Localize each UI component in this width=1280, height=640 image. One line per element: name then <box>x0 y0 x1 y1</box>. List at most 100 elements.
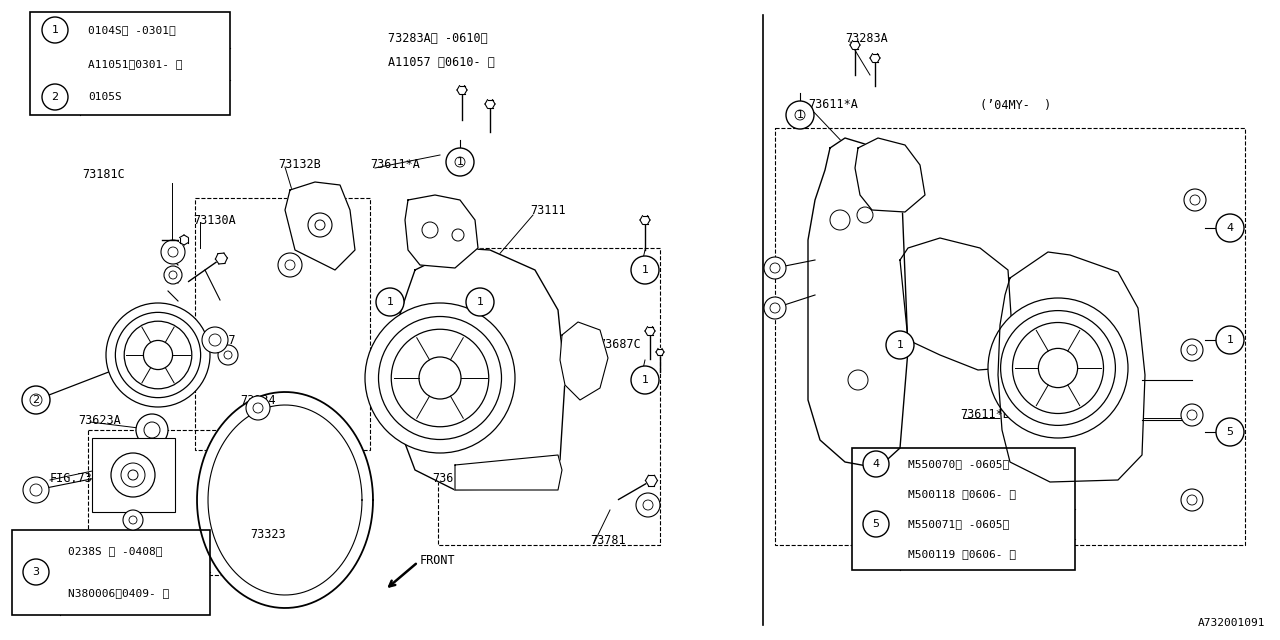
Text: 73781: 73781 <box>590 534 626 547</box>
Circle shape <box>419 357 461 399</box>
Text: 73611*B: 73611*B <box>433 472 481 484</box>
Bar <box>438 248 660 545</box>
Circle shape <box>636 493 660 517</box>
Circle shape <box>466 288 494 316</box>
Polygon shape <box>285 182 355 270</box>
Circle shape <box>1181 489 1203 511</box>
Polygon shape <box>396 248 564 490</box>
Text: 3: 3 <box>32 567 40 577</box>
Polygon shape <box>454 455 562 490</box>
Text: 73323: 73323 <box>250 529 285 541</box>
Text: 73611*A: 73611*A <box>808 99 858 111</box>
Text: 1: 1 <box>387 297 393 307</box>
Circle shape <box>42 84 68 110</box>
Text: 1: 1 <box>896 340 904 350</box>
Circle shape <box>764 297 786 319</box>
Circle shape <box>128 470 138 480</box>
Text: (’04MY-  ): (’04MY- ) <box>980 99 1051 111</box>
Circle shape <box>1181 404 1203 426</box>
Text: 73687C: 73687C <box>598 339 641 351</box>
Polygon shape <box>215 253 228 264</box>
Circle shape <box>788 103 812 127</box>
Bar <box>852 448 1075 570</box>
Circle shape <box>445 148 474 176</box>
Circle shape <box>202 327 228 353</box>
Circle shape <box>631 366 659 394</box>
Text: 73134: 73134 <box>241 394 275 406</box>
Circle shape <box>22 386 50 414</box>
Polygon shape <box>485 100 495 108</box>
Text: N380006〈0409- 〉: N380006〈0409- 〉 <box>68 588 169 598</box>
Circle shape <box>111 453 155 497</box>
Circle shape <box>392 329 489 427</box>
Text: M500119 〈0606- 〉: M500119 〈0606- 〉 <box>908 549 1016 559</box>
Bar <box>92 438 175 512</box>
Circle shape <box>136 414 168 446</box>
Polygon shape <box>645 476 658 486</box>
Text: 1: 1 <box>476 297 484 307</box>
Circle shape <box>448 150 472 174</box>
Circle shape <box>764 257 786 279</box>
Circle shape <box>161 240 186 264</box>
Circle shape <box>863 511 890 537</box>
Polygon shape <box>657 349 664 355</box>
Circle shape <box>1038 348 1078 388</box>
Text: 2: 2 <box>32 395 40 405</box>
Bar <box>12 530 210 615</box>
Text: 1: 1 <box>1226 335 1234 345</box>
Text: A732001091: A732001091 <box>1198 618 1265 628</box>
Text: 1: 1 <box>457 157 463 167</box>
Circle shape <box>1216 326 1244 354</box>
Bar <box>88 430 225 575</box>
Text: 0104S〈 -0301〉: 0104S〈 -0301〉 <box>88 25 175 35</box>
Circle shape <box>143 340 173 369</box>
Text: 73283A: 73283A <box>845 31 888 45</box>
Circle shape <box>1181 339 1203 361</box>
Polygon shape <box>197 392 372 608</box>
Circle shape <box>631 256 659 284</box>
Polygon shape <box>808 138 908 468</box>
Text: 4: 4 <box>873 459 879 469</box>
Polygon shape <box>645 326 655 335</box>
Text: 5: 5 <box>873 519 879 529</box>
Text: 73611*B: 73611*B <box>960 408 1010 422</box>
Text: 1: 1 <box>51 25 59 35</box>
Circle shape <box>1216 214 1244 242</box>
Polygon shape <box>640 216 650 225</box>
Text: M500118 〈0606- 〉: M500118 〈0606- 〉 <box>908 489 1016 499</box>
Text: 0238S 〈 -0408〉: 0238S 〈 -0408〉 <box>68 546 163 556</box>
Text: A11051〈0301- 〉: A11051〈0301- 〉 <box>88 59 183 69</box>
Circle shape <box>1184 189 1206 211</box>
Text: 73130A: 73130A <box>193 214 236 227</box>
Circle shape <box>863 451 890 477</box>
Polygon shape <box>855 138 925 212</box>
Text: 73132B: 73132B <box>278 159 321 172</box>
Bar <box>774 128 1245 545</box>
Text: 73111: 73111 <box>530 204 566 216</box>
Polygon shape <box>457 86 467 94</box>
Polygon shape <box>998 252 1146 482</box>
Circle shape <box>218 345 238 365</box>
Text: FIG.730: FIG.730 <box>50 472 100 484</box>
Circle shape <box>1001 310 1115 426</box>
Text: 73181C: 73181C <box>82 168 124 182</box>
Text: 0105S: 0105S <box>88 92 122 102</box>
Circle shape <box>124 321 192 388</box>
Circle shape <box>315 220 325 230</box>
Text: M550070〈 -0605〉: M550070〈 -0605〉 <box>908 459 1009 469</box>
Text: 73611*A: 73611*A <box>370 159 420 172</box>
Text: 73623A: 73623A <box>78 413 120 426</box>
Text: 1: 1 <box>641 265 649 275</box>
Text: M550071〈 -0605〉: M550071〈 -0605〉 <box>908 519 1009 529</box>
Circle shape <box>278 253 302 277</box>
Circle shape <box>379 317 502 440</box>
Circle shape <box>23 559 49 585</box>
Circle shape <box>123 510 143 530</box>
Text: 4: 4 <box>1226 223 1234 233</box>
Text: 73387: 73387 <box>200 333 236 346</box>
Circle shape <box>23 387 49 413</box>
Text: 1: 1 <box>641 375 649 385</box>
Text: A11057 〈0610- 〉: A11057 〈0610- 〉 <box>388 56 495 68</box>
Bar <box>29 12 230 115</box>
Circle shape <box>164 266 182 284</box>
